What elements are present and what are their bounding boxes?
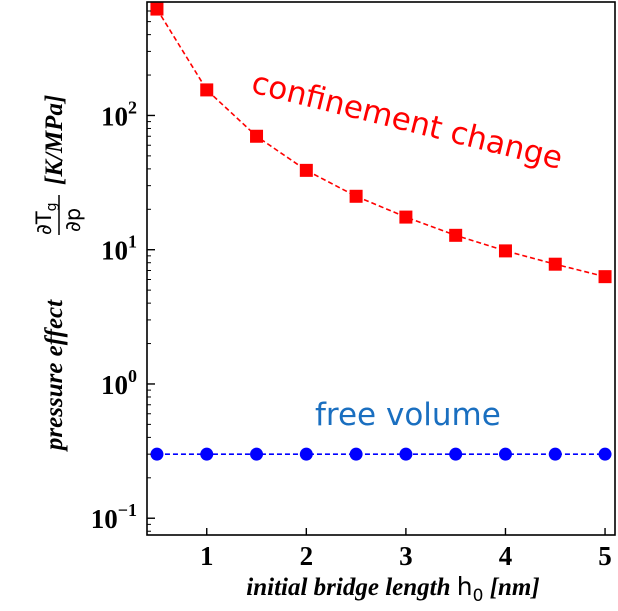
data-point-free-volume [548,447,562,461]
data-point-free-volume [598,447,612,461]
data-point-free-volume [299,447,313,461]
annotation-confinement-change: confinement change [248,65,566,177]
data-point-free-volume [150,447,164,461]
data-point-free-volume [399,447,413,461]
data-point-confinement-change [150,2,164,16]
data-point-confinement-change [598,270,612,284]
x-axis-label-subscript: 0 [473,586,484,606]
x-axis-label-prefix: initial bridge length [246,574,456,601]
x-axis-label-suffix: [nm] [483,574,539,601]
y-axis-label: pressure effect ∂Tg ∂p [K/MPa] [32,95,85,452]
series-line-confinement-change [156,8,606,278]
y-axis-label-suffix: [K/MPa] [41,95,68,185]
data-point-free-volume [349,447,363,461]
x-tick-label: 2 [300,541,314,571]
data-point-free-volume [449,447,463,461]
x-tick-label: 5 [598,541,612,571]
x-tick-label: 1 [200,541,214,571]
x-axis-label-symbol: h [457,572,473,601]
plot-area [150,2,612,461]
data-point-confinement-change [299,163,313,177]
axes: 1 2 3 4 5 10−1 100 101 102 [91,1,616,571]
y-axis-label-prefix: pressure effect [41,299,68,452]
data-point-confinement-change [349,189,363,203]
data-point-confinement-change [200,83,214,97]
x-tick-label: 3 [399,541,413,571]
data-point-confinement-change [449,228,463,242]
data-point-free-volume [250,447,264,461]
data-point-confinement-change [498,244,512,258]
data-point-confinement-change [548,257,562,271]
x-tick-label: 4 [499,541,513,571]
fraction-numerator: ∂Tg [32,202,60,235]
y-tick-label: 102 [101,97,137,131]
fraction-denominator: ∂p [61,208,85,232]
data-point-confinement-change [399,210,413,224]
plot-frame [146,1,616,536]
x-axis-label: initial bridge length h0 [nm] [246,572,539,606]
data-point-free-volume [200,447,214,461]
annotation-free-volume: free volume [315,397,501,433]
y-tick-label: 101 [101,232,137,266]
data-point-free-volume [498,447,512,461]
y-axis-label-fraction: ∂Tg ∂p [32,195,85,235]
data-point-confinement-change [250,129,264,143]
y-tick-label: 100 [101,366,137,400]
y-tick-label: 10−1 [91,500,137,534]
